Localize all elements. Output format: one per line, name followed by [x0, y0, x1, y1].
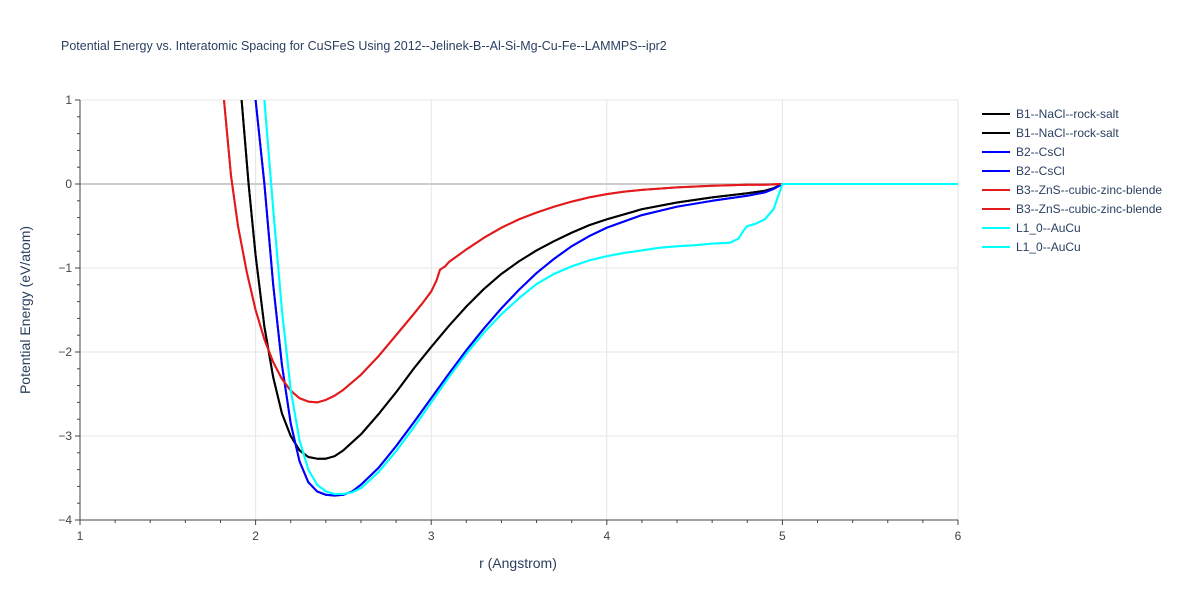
legend-item[interactable]: B2--CsCl: [982, 145, 1065, 159]
x-tick-label: 4: [603, 529, 610, 543]
tick-labels: 1 2 3 4 5 6 1 0 −1 −2 −3 −4: [58, 93, 961, 543]
legend-label: B3--ZnS--cubic-zinc-blende: [1016, 183, 1162, 197]
y-tick-label: −3: [58, 429, 72, 443]
series-line-6: [223, 100, 783, 404]
legend-item[interactable]: L1_0--AuCu: [982, 240, 1081, 254]
axes: [75, 99, 959, 525]
legend-item[interactable]: B3--ZnS--cubic-zinc-blende: [982, 202, 1162, 216]
y-tick-label: −4: [58, 513, 72, 527]
legend-item[interactable]: B3--ZnS--cubic-zinc-blende: [982, 183, 1162, 197]
series-line-4: [254, 100, 783, 497]
legend-label: L1_0--AuCu: [1016, 240, 1081, 254]
legend-item[interactable]: L1_0--AuCu: [982, 221, 1081, 235]
legend-item[interactable]: B1--NaCl--rock-salt: [982, 126, 1119, 140]
x-tick-label: 5: [779, 529, 786, 543]
data-series: [223, 100, 958, 497]
legend-item[interactable]: B1--NaCl--rock-salt: [982, 107, 1119, 121]
x-tick-label: 3: [428, 529, 435, 543]
y-tick-label: −1: [58, 261, 72, 275]
x-tick-label: 1: [77, 529, 84, 543]
y-tick-label: 1: [65, 93, 72, 107]
series-line-2: [240, 100, 783, 460]
series-line-8: [263, 100, 958, 495]
legend-label: L1_0--AuCu: [1016, 221, 1081, 235]
x-tick-label: 2: [252, 529, 259, 543]
legend-label: B1--NaCl--rock-salt: [1016, 126, 1119, 140]
legend-label: B2--CsCl: [1016, 145, 1065, 159]
legend-label: B3--ZnS--cubic-zinc-blende: [1016, 202, 1162, 216]
legend: B1--NaCl--rock-salt B1--NaCl--rock-salt B2…: [982, 107, 1162, 254]
y-axis-label: Potential Energy (eV/atom): [17, 226, 33, 394]
y-tick-label: 0: [65, 177, 72, 191]
chart-title: Potential Energy vs. Interatomic Spacing…: [61, 39, 667, 53]
y-tick-label: −2: [58, 345, 72, 359]
legend-item[interactable]: B2--CsCl: [982, 164, 1065, 178]
x-axis-label: r (Angstrom): [479, 555, 557, 571]
x-tick-label: 6: [955, 529, 962, 543]
legend-label: B2--CsCl: [1016, 164, 1065, 178]
legend-label: B1--NaCl--rock-salt: [1016, 107, 1119, 121]
